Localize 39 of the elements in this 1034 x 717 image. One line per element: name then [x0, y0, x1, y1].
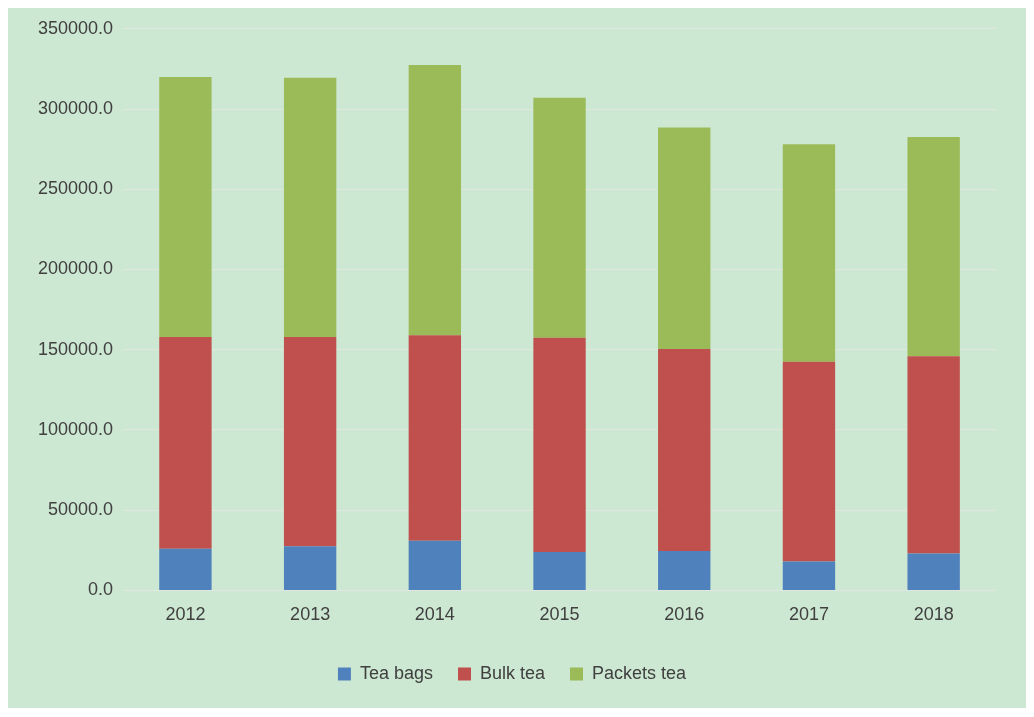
bar	[658, 127, 711, 349]
bar	[907, 137, 960, 357]
bar	[533, 97, 586, 338]
y-tick-label: 350000.0	[38, 17, 114, 38]
bar	[658, 348, 711, 552]
bar	[782, 361, 836, 562]
x-tick-label: 2012	[165, 604, 206, 625]
bar	[159, 336, 212, 549]
bar	[408, 64, 462, 336]
bar	[159, 76, 212, 337]
bar	[408, 540, 462, 590]
bar	[533, 551, 586, 590]
y-tick-label: 200000.0	[38, 258, 114, 279]
legend-label: Packets tea	[592, 662, 688, 683]
legend-label: Tea bags	[359, 662, 433, 683]
bar	[159, 548, 212, 590]
y-tick-label: 250000.0	[38, 178, 114, 199]
bar	[782, 144, 836, 362]
bar	[782, 561, 836, 590]
bar	[658, 551, 711, 590]
y-tick-label: 300000.0	[38, 98, 114, 118]
bar	[283, 336, 337, 547]
bar	[283, 546, 337, 590]
x-tick-label: 2017	[788, 604, 829, 625]
bar	[907, 356, 960, 554]
x-tick-label: 2014	[414, 604, 455, 625]
x-tick-label: 2015	[539, 604, 580, 625]
y-tick-label: 0.0	[88, 579, 114, 600]
y-tick-label: 150000.0	[38, 338, 114, 359]
bar	[408, 335, 462, 541]
bar	[533, 337, 586, 552]
x-tick-label: 2013	[290, 604, 331, 625]
bar	[283, 77, 337, 337]
y-tick-label: 100000.0	[38, 418, 114, 439]
x-tick-label: 2018	[913, 604, 954, 625]
y-tick-label: 50000.0	[48, 499, 114, 520]
x-tick-label: 2016	[664, 604, 705, 625]
legend-label: Bulk tea	[479, 662, 547, 683]
bar	[907, 553, 960, 590]
